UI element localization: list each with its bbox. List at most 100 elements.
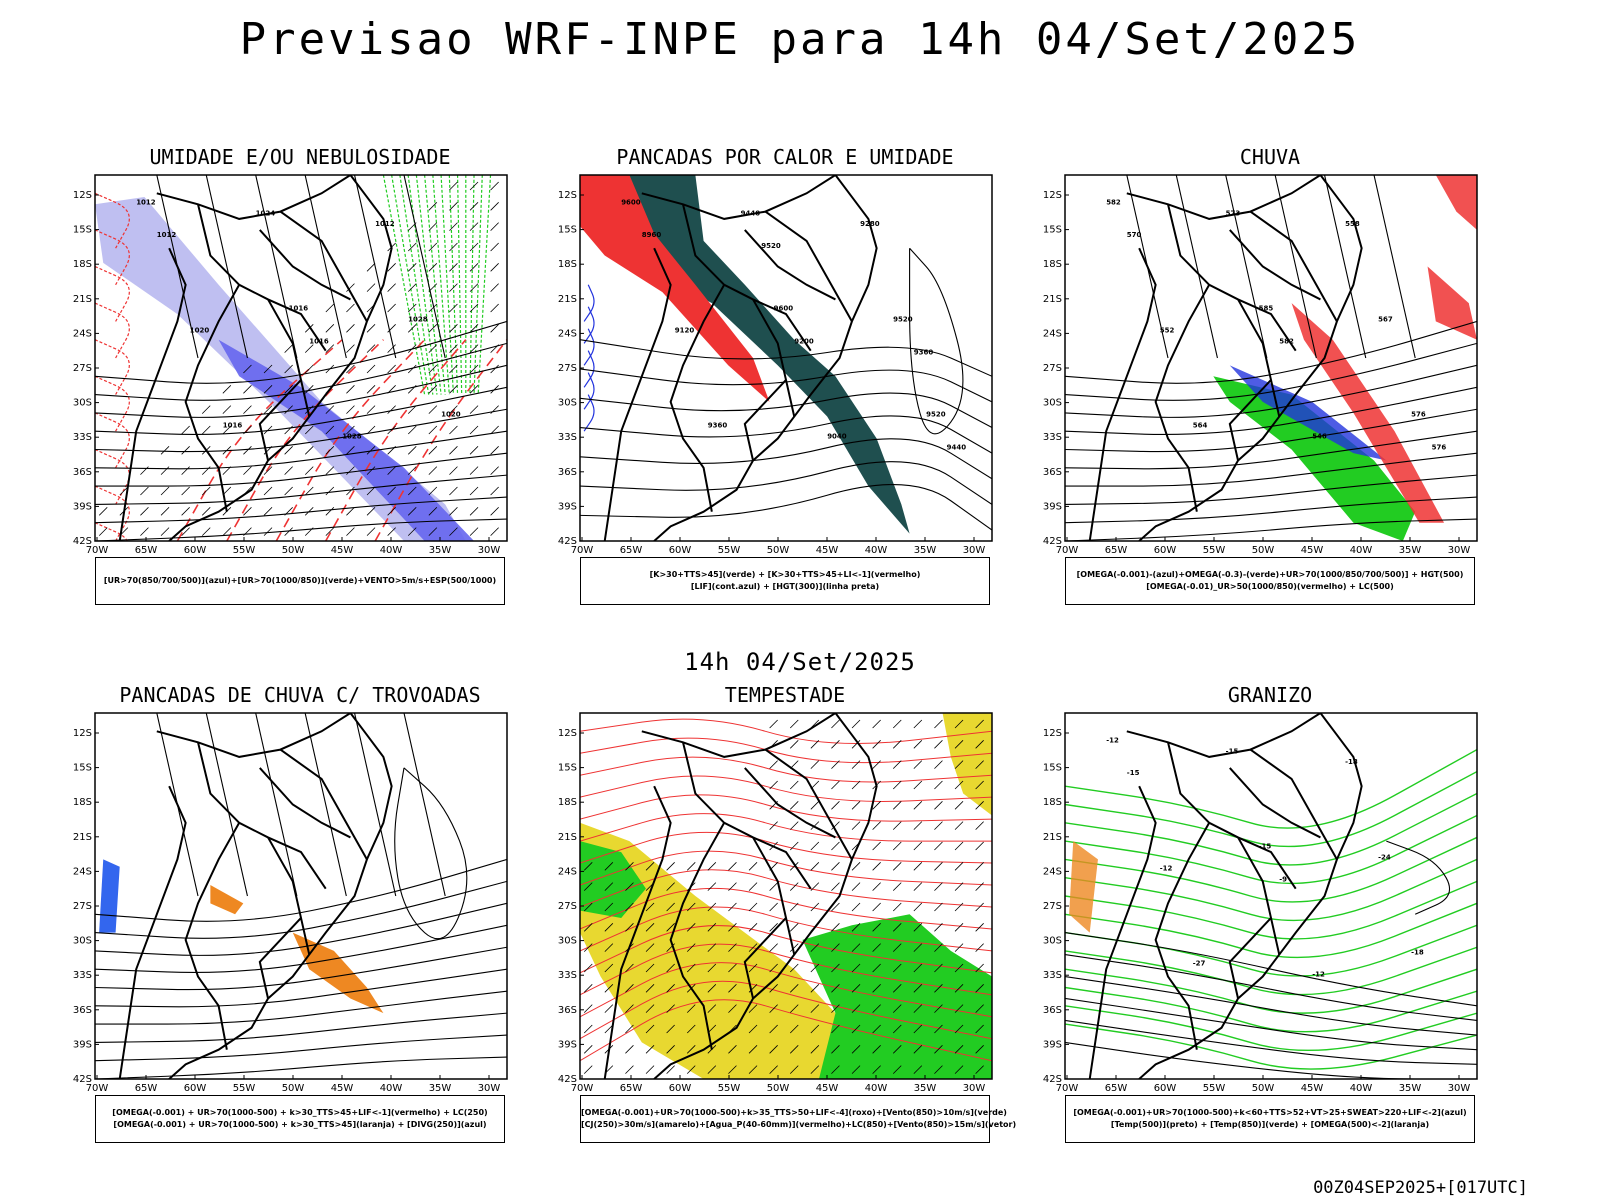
- contour-label: 1012: [157, 231, 177, 239]
- lon-tick-label: 30W: [1448, 1083, 1471, 1094]
- contour-label: -18: [1411, 949, 1424, 957]
- lat-tick-label: 21S: [1043, 294, 1062, 305]
- lat-tick-label: 42S: [1043, 1074, 1062, 1085]
- lon-tick-label: 60W: [669, 1083, 692, 1094]
- lat-tick-label: 33S: [558, 970, 577, 981]
- lat-tick-label: 21S: [558, 832, 577, 843]
- lon-tick-label: 45W: [331, 545, 354, 556]
- lat-tick-label: 15S: [558, 225, 577, 236]
- contour-label: 1016: [309, 337, 329, 345]
- panel-legend: [K>30+TTS>45](verde) + [K>30+TTS>45+LI<-…: [580, 557, 990, 605]
- lon-tick-label: 50W: [767, 545, 790, 556]
- lat-tick-label: 12S: [1043, 728, 1062, 739]
- lat-tick-label: 18S: [1043, 259, 1062, 270]
- contour-label: -27: [1193, 960, 1206, 968]
- lon-tick-label: 45W: [816, 1083, 839, 1094]
- contour-label: 573: [1226, 209, 1241, 217]
- panel-title: PANCADAS POR CALOR E UMIDADE: [616, 145, 954, 169]
- lat-tick-label: 27S: [73, 901, 92, 912]
- lat-tick-label: 21S: [73, 294, 92, 305]
- contour-label: 9440: [741, 209, 761, 217]
- lon-tick-label: 70W: [86, 545, 109, 556]
- contour-label: -12: [1160, 864, 1173, 872]
- contour-label: -12: [1106, 736, 1119, 744]
- lat-tick-label: 42S: [558, 536, 577, 547]
- lat-tick-label: 30S: [558, 398, 577, 409]
- lon-tick-label: 30W: [1448, 545, 1471, 556]
- lon-tick-label: 70W: [86, 1083, 109, 1094]
- lat-tick-label: 24S: [73, 328, 92, 339]
- lat-tick-label: 24S: [73, 866, 92, 877]
- lon-tick-label: 35W: [914, 1083, 937, 1094]
- contour-label: 9440: [947, 444, 967, 452]
- contour-label: 585: [1259, 304, 1274, 312]
- mid-title: 14h 04/Set/2025: [684, 648, 916, 676]
- lat-tick-label: 18S: [1043, 797, 1062, 808]
- lon-tick-label: 45W: [816, 545, 839, 556]
- contour-label: 1020: [190, 326, 210, 334]
- contour-label: 9120: [675, 326, 695, 334]
- lon-tick-label: 65W: [620, 545, 643, 556]
- contour-label: 552: [1160, 326, 1175, 334]
- lat-tick-label: 27S: [73, 363, 92, 374]
- lon-tick-label: 60W: [184, 545, 207, 556]
- lat-tick-label: 27S: [558, 363, 577, 374]
- contour-label: 9280: [860, 220, 880, 228]
- contour-label: 564: [1193, 422, 1208, 430]
- lon-tick-label: 55W: [718, 1083, 741, 1094]
- contour-label: -15: [1226, 747, 1239, 755]
- contour-label: 1020: [441, 411, 461, 419]
- lon-tick-label: 60W: [1154, 1083, 1177, 1094]
- lon-tick-label: 45W: [1301, 545, 1324, 556]
- lon-tick-label: 35W: [429, 1083, 452, 1094]
- lat-tick-label: 39S: [1043, 1039, 1062, 1050]
- lon-tick-label: 70W: [1056, 545, 1079, 556]
- lat-tick-label: 36S: [558, 1005, 577, 1016]
- contour-label: 8960: [642, 231, 662, 239]
- lon-tick-label: 40W: [865, 1083, 888, 1094]
- contour-label: -18: [1345, 758, 1358, 766]
- run-timestamp: 00Z04SEP2025+[017UTC]: [1313, 1178, 1528, 1198]
- legend-line: [Temp(500)](preto) + [Temp(850)](verde) …: [1110, 1120, 1430, 1129]
- lat-tick-label: 36S: [73, 1005, 92, 1016]
- lat-tick-label: 42S: [73, 1074, 92, 1085]
- lat-tick-label: 12S: [1043, 190, 1062, 201]
- contour-label: -9: [1279, 875, 1287, 883]
- lat-tick-label: 12S: [73, 190, 92, 201]
- lat-tick-label: 12S: [558, 190, 577, 201]
- contour-label: 582: [1279, 337, 1294, 345]
- lat-tick-label: 18S: [73, 797, 92, 808]
- panel-title: PANCADAS DE CHUVA C/ TROVOADAS: [119, 683, 481, 707]
- panel-tempestade: TEMPESTADE 12S 15S 18S 21S 24S 27S 30S 33S 36S 39S…: [540, 683, 1030, 1158]
- contour-label: 1012: [136, 198, 156, 206]
- lat-tick-label: 24S: [558, 328, 577, 339]
- panel-pancadas-calor: PANCADAS POR CALOR E UMIDADE 12S 15S 18S 21S…: [540, 145, 1030, 620]
- lon-tick-label: 40W: [865, 545, 888, 556]
- lat-tick-label: 21S: [1043, 832, 1062, 843]
- legend-line: [K>30+TTS>45](verde) + [K>30+TTS>45+LI<-…: [649, 570, 921, 579]
- lon-tick-label: 50W: [282, 1083, 305, 1094]
- lat-tick-label: 15S: [1043, 225, 1062, 236]
- lon-tick-label: 40W: [1350, 545, 1373, 556]
- lat-tick-label: 27S: [558, 901, 577, 912]
- contour-label: -15: [1127, 769, 1140, 777]
- panel-legend: [OMEGA(-0.001)-(azul)+OMEGA(-0.3)-(verde…: [1065, 557, 1475, 605]
- contour-label: 9520: [926, 411, 946, 419]
- lon-tick-label: 35W: [1399, 1083, 1422, 1094]
- contour-label: 9360: [914, 348, 934, 356]
- lon-tick-label: 45W: [1301, 1083, 1324, 1094]
- lat-tick-label: 36S: [1043, 1005, 1062, 1016]
- panel-legend: [UR>70(850/700/500)](azul)+[UR>70(1000/8…: [95, 557, 505, 605]
- panel-title: GRANIZO: [1227, 683, 1313, 707]
- lat-tick-label: 39S: [73, 1039, 92, 1050]
- lat-tick-label: 30S: [73, 936, 92, 947]
- lat-tick-label: 12S: [558, 728, 577, 739]
- lon-tick-label: 40W: [380, 1083, 403, 1094]
- contour-label: 576: [1411, 411, 1426, 419]
- lon-tick-label: 40W: [380, 545, 403, 556]
- legend-line: [OMEGA(-0.001) + UR>70(1000-500) + k>30_…: [112, 1108, 488, 1117]
- lat-tick-label: 15S: [73, 763, 92, 774]
- panel-granizo: GRANIZO 12S 15S 18S 21S 24S 27S 30S 33S 36S 39S 42S…: [1025, 683, 1515, 1158]
- contour-label: 1028: [408, 315, 428, 323]
